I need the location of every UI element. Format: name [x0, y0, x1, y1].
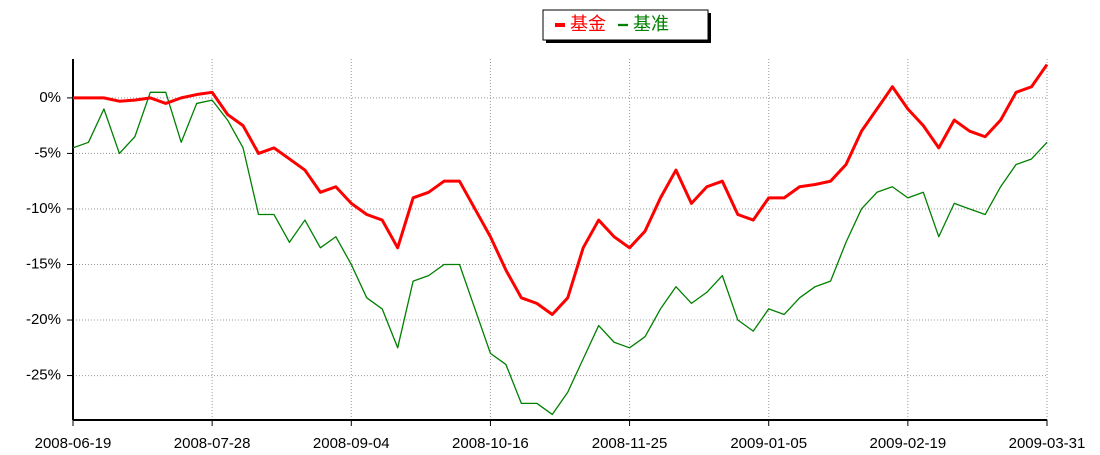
x-tick-label: 2008-06-19	[35, 435, 112, 452]
x-tick-label: 2009-02-19	[869, 435, 946, 452]
y-tick-label: -20%	[26, 311, 61, 328]
x-tick-label: 2008-11-25	[592, 435, 668, 452]
x-tick-label: 2008-07-28	[174, 435, 251, 452]
y-tick-label: -25%	[26, 367, 61, 384]
x-tick-label: 2008-10-16	[452, 435, 529, 452]
legend-label: 基准	[633, 14, 669, 34]
x-tick-label: 2009-03-31	[1009, 435, 1086, 452]
y-tick-label: -5%	[34, 144, 61, 161]
y-tick-label: 0%	[39, 89, 61, 106]
series-line	[72, 91, 1048, 416]
x-tick-label: 2009-01-05	[730, 435, 807, 452]
series-line	[73, 63, 1049, 316]
legend-label: 基金	[570, 14, 606, 34]
y-tick-label: -10%	[26, 200, 61, 217]
y-tick-label: -15%	[26, 255, 61, 272]
x-tick-label: 2008-09-04	[313, 435, 390, 452]
